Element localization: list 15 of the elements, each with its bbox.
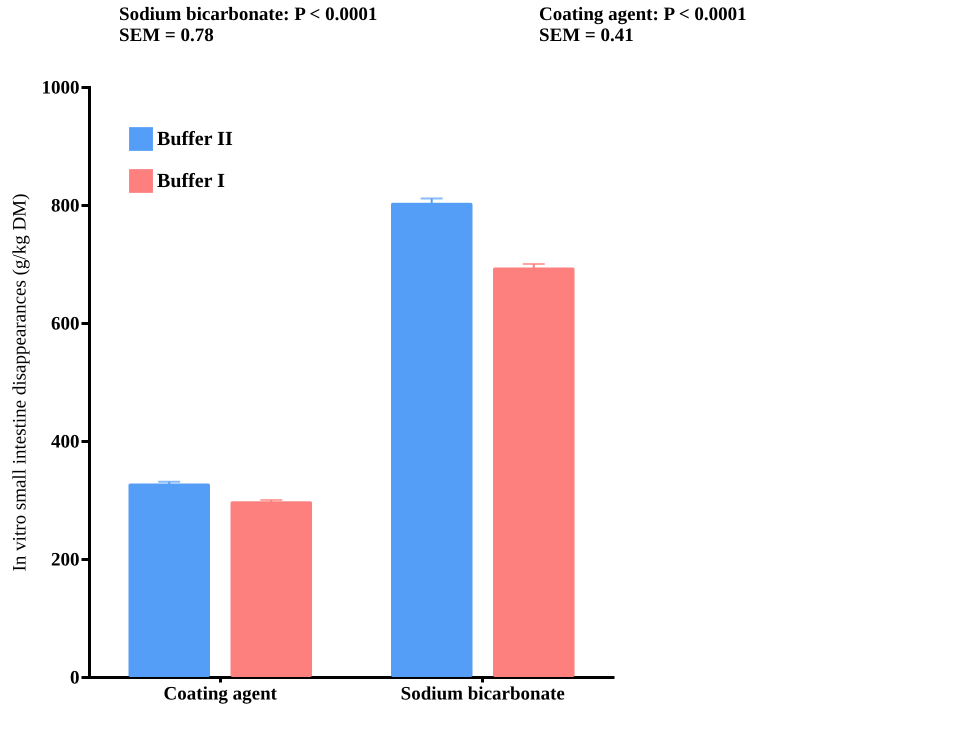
y-axis-title: In vitro small intestine disappearances (g/kg DM)	[10, 194, 30, 572]
y-tick-label: 600	[51, 314, 80, 334]
legend-label: Buffer II	[157, 128, 233, 150]
text: Sodium bicarbonate: P < 0.0001 SEM = 0.78	[119, 4, 378, 46]
bar	[492, 268, 575, 677]
y-tick-label: 200	[51, 550, 80, 570]
y-tick-label: 1000	[42, 78, 80, 98]
text: Coating agent: P < 0.0001 SEM = 0.41	[539, 4, 747, 46]
bar	[390, 202, 473, 677]
y-tick-label: 400	[51, 432, 80, 452]
x-tick-label: Sodium bicarbonate	[400, 684, 565, 704]
x-tick-label: Coating agent	[164, 684, 278, 704]
y-tick-label: 800	[51, 196, 80, 216]
y-tick-label: 0	[70, 668, 80, 688]
legend-label: Buffer I	[157, 170, 226, 192]
